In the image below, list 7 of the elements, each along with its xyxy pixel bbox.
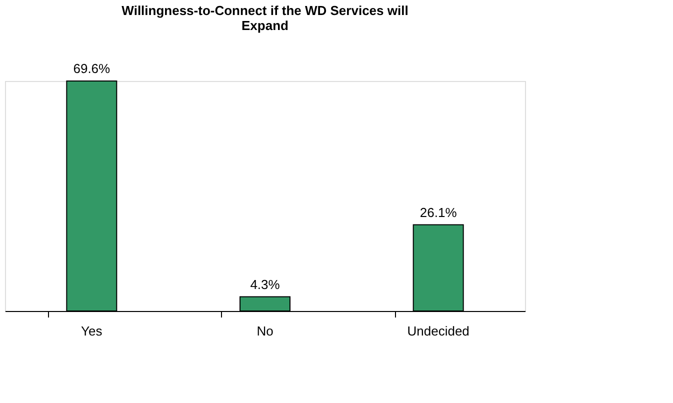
data-label: 69.6%	[73, 61, 111, 76]
x-tick-label: Yes	[81, 324, 103, 338]
data-label: 26.1%	[420, 204, 458, 220]
x-tick-label: No	[256, 324, 274, 338]
data-label: 4.3%	[250, 276, 280, 292]
chart-title: Willingness-to-Connect if the WD Services will Expand	[122, 3, 408, 33]
x-tick-label: Undecided	[407, 324, 470, 338]
